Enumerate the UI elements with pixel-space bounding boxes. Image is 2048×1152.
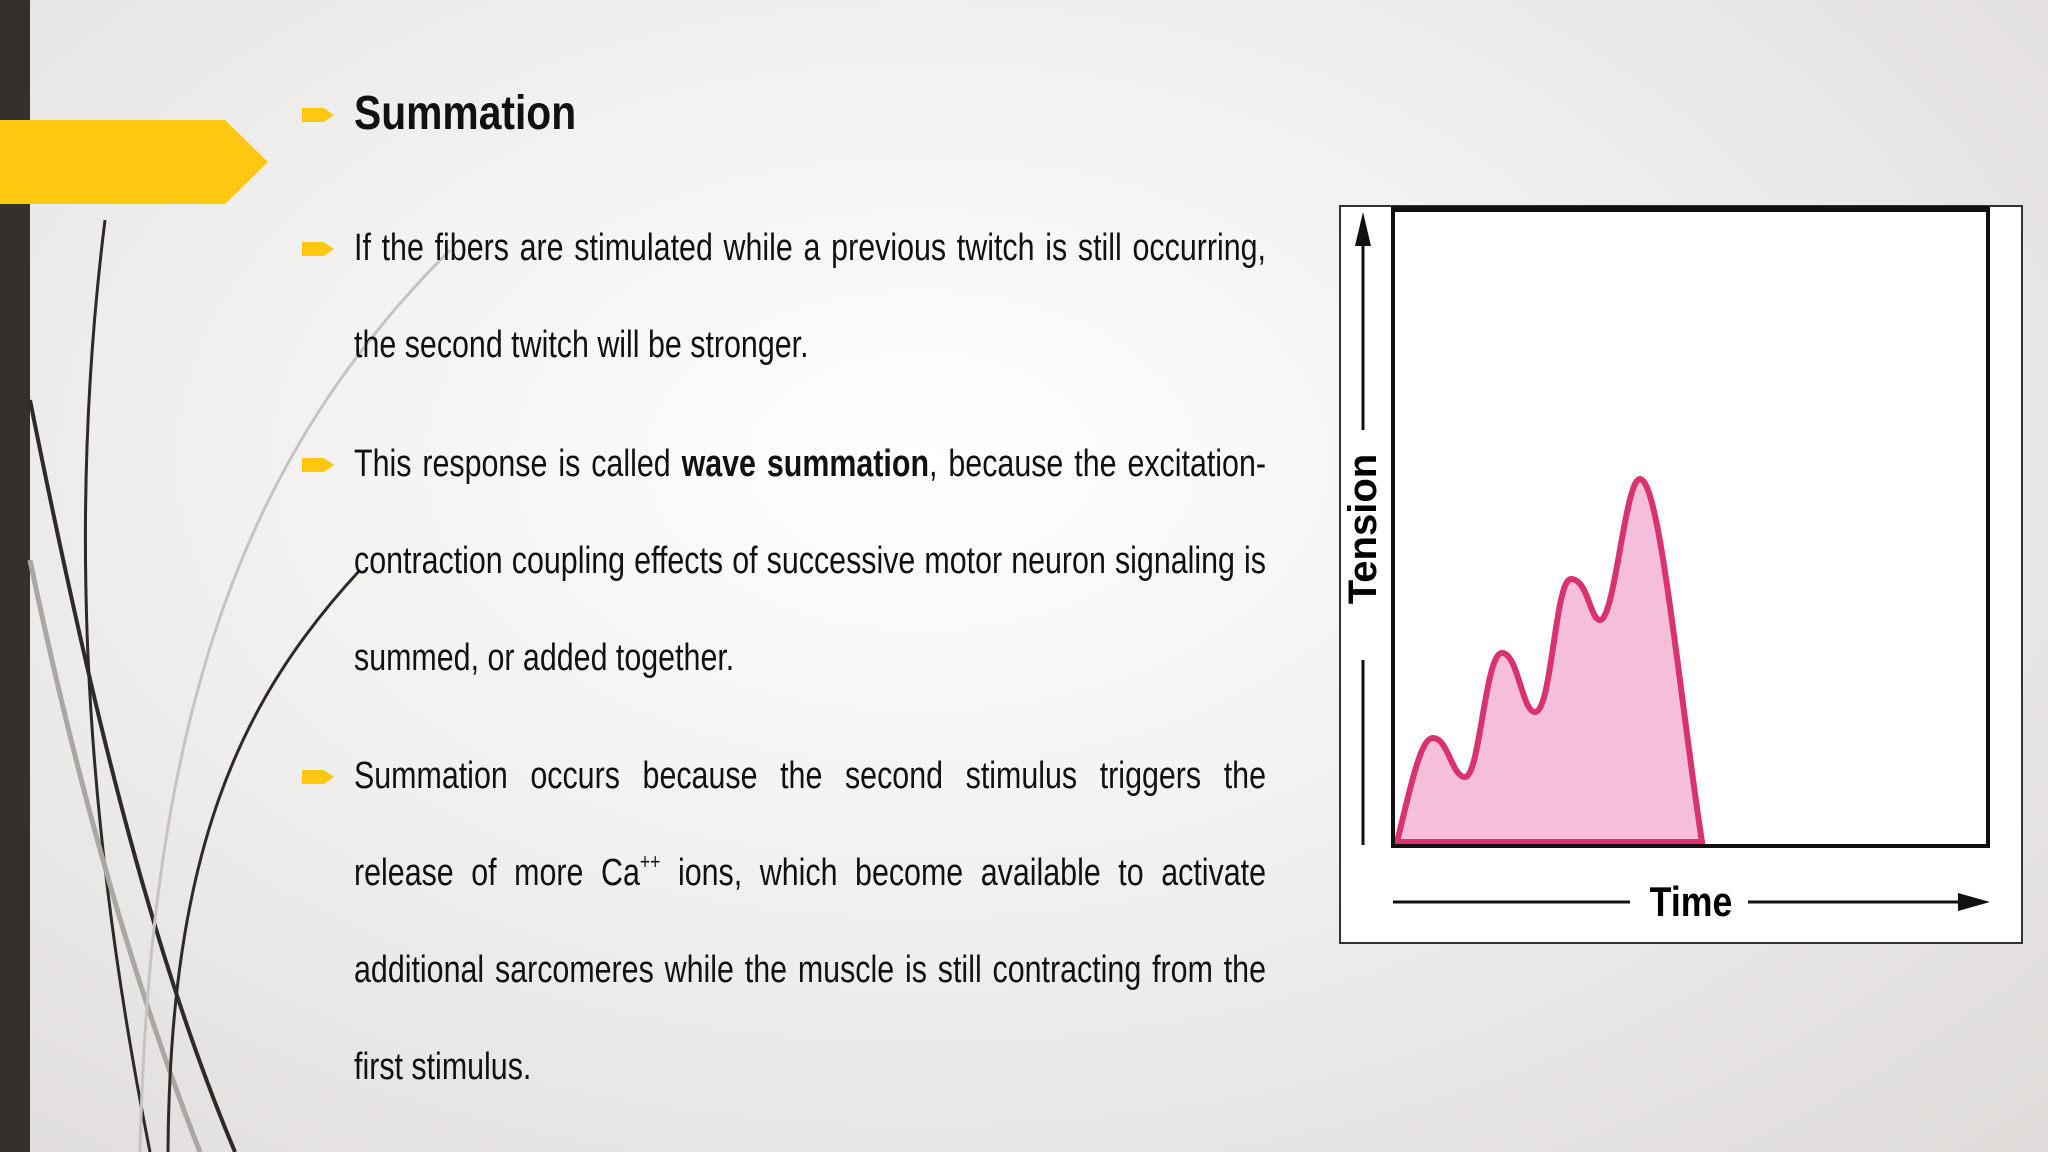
bullet-icon <box>302 770 334 784</box>
arrow-head <box>1355 212 1371 246</box>
x-axis-label: Time <box>1650 879 1733 925</box>
text-run: ions, which become available to activate… <box>354 852 1266 1088</box>
superscript: ++ <box>639 849 661 874</box>
accent-arrow <box>0 120 268 204</box>
text-run: This response is called <box>354 443 682 485</box>
bullet-text: If the fibers are stimulated while a pre… <box>354 200 1266 394</box>
tension-curve <box>1393 475 1706 845</box>
y-axis-label: Tension <box>1341 454 1385 604</box>
arrow-head <box>1958 893 1990 911</box>
deco-curve <box>83 219 152 1152</box>
text-run: If the fibers are stimulated while a pre… <box>354 227 1266 366</box>
bullet-icon <box>302 242 334 256</box>
deco-curve <box>28 399 237 1152</box>
text-run: Summation occurs because the second stim… <box>354 755 1266 894</box>
bullet-text: This response is called wave summation, … <box>354 416 1266 707</box>
deco-curve <box>138 248 452 1152</box>
slide-title: Summation <box>354 87 577 140</box>
deco-curve <box>27 559 203 1152</box>
bullet-icon <box>302 458 334 472</box>
deco-curve <box>166 568 362 1152</box>
bullet-text: Summation occurs because the second stim… <box>354 728 1266 1116</box>
bold-run: wave summation <box>681 443 930 485</box>
text-run: , because the excitation-contraction cou… <box>354 443 1266 679</box>
bullet-icon <box>302 108 334 122</box>
